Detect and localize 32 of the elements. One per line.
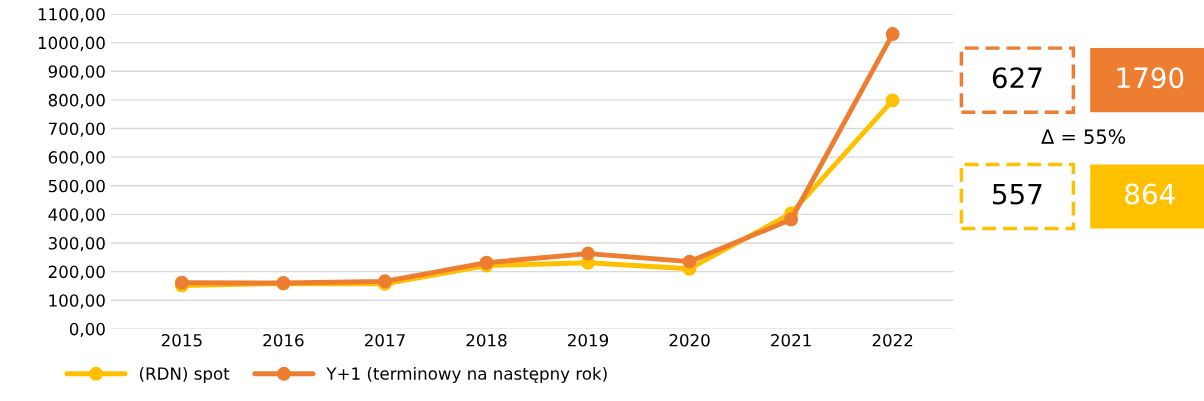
x-tick-label: 2020 xyxy=(669,333,710,347)
y-tick-label: 800,00 xyxy=(48,93,105,109)
x-tick-label: 2022 xyxy=(872,333,913,347)
y-tick-label: 1100,00 xyxy=(38,8,105,23)
point xyxy=(581,246,595,261)
text: 627 xyxy=(992,67,1042,89)
y-tick-label: 500,00 xyxy=(48,179,105,195)
legend-label: (RDN) spot xyxy=(139,366,230,384)
y-tick-label: 100,00 xyxy=(49,294,105,309)
y-tick-label: 900,00 xyxy=(48,65,105,80)
legend-label: Y+1 (terminowy na następny rok) xyxy=(326,366,607,384)
text: 864 xyxy=(1125,183,1175,205)
x-tick-label: 2021 xyxy=(771,333,811,347)
y-tick-label: 0,00 xyxy=(69,322,105,338)
y-tick-label: 200,00 xyxy=(48,265,105,280)
point xyxy=(682,254,697,269)
y-tick-label: 700,00 xyxy=(48,122,105,137)
x-tick-label: 2019 xyxy=(568,333,609,347)
point xyxy=(885,27,900,42)
x-tick-label: 2015 xyxy=(161,333,202,347)
y-tick-label: 300,00 xyxy=(48,236,105,252)
text: Δ = 55% xyxy=(1041,129,1126,144)
x-tick-label: 2016 xyxy=(263,333,304,347)
y-tick-label: 600,00 xyxy=(48,151,105,166)
text: 1790 xyxy=(1117,67,1184,89)
x-tick-label: 2018 xyxy=(466,333,507,347)
y-tick-label: 1000,00 xyxy=(38,36,105,51)
point xyxy=(885,93,900,108)
y-tick-label: 400,00 xyxy=(48,208,105,223)
x-tick-label: 2017 xyxy=(364,333,405,347)
text: 557 xyxy=(993,183,1042,205)
point xyxy=(784,212,799,227)
